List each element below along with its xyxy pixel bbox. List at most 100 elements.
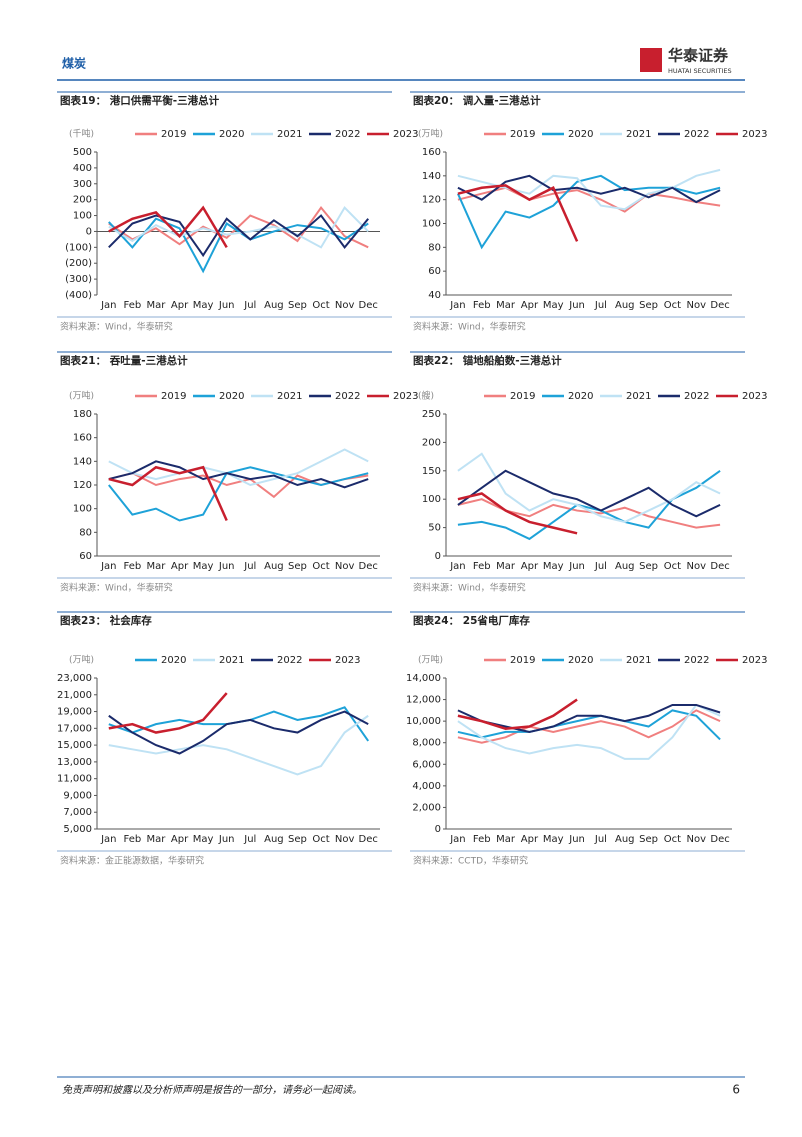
legend-label: 2019 — [161, 391, 186, 402]
x-tick-label: Mar — [496, 300, 516, 311]
series-line — [108, 692, 228, 734]
legend-label: 2022 — [684, 391, 709, 402]
x-tick-label: Jul — [594, 300, 607, 311]
legend-label: 2019 — [510, 391, 535, 402]
x-tick-label: Jan — [100, 300, 116, 311]
x-tick-label: May — [543, 561, 564, 572]
source: 资料来源：CCTD，华泰研究 — [413, 855, 528, 867]
x-tick-label: Apr — [521, 300, 539, 311]
chart-title: 图表22： 锚地船舶数-三港总计 — [413, 354, 562, 367]
x-tick-label: Jun — [568, 300, 585, 311]
legend-label: 2020 — [219, 391, 244, 402]
unit: (千吨) — [69, 128, 94, 140]
x-tick-label: Sep — [639, 300, 658, 311]
x-tick-label: Aug — [615, 834, 635, 845]
x-tick-label: Feb — [473, 300, 491, 311]
y-tick-label: 15,000 — [57, 740, 92, 751]
series-line — [108, 465, 228, 522]
series-line — [457, 703, 721, 733]
x-tick-label: Feb — [124, 561, 142, 572]
x-tick-label: Feb — [473, 561, 491, 572]
chart-title: 图表23： 社会库存 — [60, 614, 152, 627]
x-tick-label: Apr — [171, 300, 189, 311]
unit: (万吨) — [418, 654, 443, 666]
source: 资料来源：Wind，华泰研究 — [413, 321, 526, 333]
x-tick-label: Dec — [710, 300, 729, 311]
legend-label: 2023 — [393, 391, 418, 402]
y-tick-label: 0 — [86, 226, 92, 237]
legend-label: 2021 — [277, 391, 302, 402]
x-tick-label: Oct — [312, 561, 329, 572]
source: 资料来源：Wind，华泰研究 — [413, 582, 526, 594]
y-tick-label: 140 — [422, 171, 441, 182]
legend-label: 2022 — [684, 655, 709, 666]
x-tick-label: Feb — [124, 300, 142, 311]
x-tick-label: Apr — [521, 834, 539, 845]
series-line — [457, 492, 578, 535]
legend-label: 2023 — [742, 391, 767, 402]
y-tick-label: 9,000 — [63, 790, 92, 801]
legend-label: 2021 — [626, 391, 651, 402]
x-tick-label: Jun — [218, 834, 235, 845]
series-line — [457, 709, 721, 741]
unit: (艘) — [418, 390, 434, 402]
y-tick-label: 2,000 — [412, 802, 441, 813]
chart-title: 图表19： 港口供需平衡-三港总计 — [60, 94, 220, 107]
legend-label: 2022 — [277, 655, 302, 666]
series-line — [457, 709, 721, 744]
y-tick-label: 5,000 — [63, 824, 92, 835]
source: 资料来源：金正能源数据，华泰研究 — [60, 855, 204, 867]
y-tick-label: 14,000 — [406, 673, 441, 684]
y-tick-label: 21,000 — [57, 690, 92, 701]
x-tick-label: Jun — [568, 561, 585, 572]
x-tick-label: Jul — [243, 300, 256, 311]
x-tick-label: Nov — [335, 300, 355, 311]
x-tick-label: Oct — [664, 561, 681, 572]
series-line — [108, 460, 369, 489]
y-tick-label: 100 — [73, 504, 92, 515]
x-tick-label: Aug — [264, 834, 284, 845]
chart-title: 图表21： 吞吐量-三港总计 — [60, 354, 188, 367]
x-tick-label: Mar — [496, 834, 516, 845]
series-line — [108, 205, 228, 248]
x-tick-label: May — [193, 561, 214, 572]
y-tick-label: 10,000 — [406, 716, 441, 727]
x-tick-label: Dec — [359, 834, 378, 845]
series-line — [108, 466, 369, 522]
series-line — [457, 186, 721, 213]
y-tick-label: 120 — [73, 480, 92, 491]
y-tick-label: 160 — [422, 147, 441, 158]
x-tick-label: Jun — [218, 300, 235, 311]
x-tick-label: Jul — [243, 561, 256, 572]
y-tick-label: 17,000 — [57, 723, 92, 734]
series-line — [108, 706, 370, 742]
series-line — [108, 710, 369, 755]
series-line — [108, 448, 369, 487]
series-line — [457, 452, 721, 523]
x-tick-label: Jan — [449, 300, 465, 311]
legend-label: 2023 — [335, 655, 360, 666]
y-tick-label: 500 — [73, 147, 92, 158]
logo-cn: 华泰证券 — [668, 47, 729, 65]
y-tick-label: (200) — [65, 258, 92, 269]
y-tick-label: 8,000 — [412, 738, 441, 749]
x-tick-label: Nov — [335, 834, 355, 845]
y-tick-label: 100 — [422, 219, 441, 230]
chart-title: 图表20： 调入量-三港总计 — [413, 94, 541, 107]
section: 煤炭 — [62, 56, 86, 71]
x-tick-label: May — [543, 300, 564, 311]
series-line — [457, 184, 579, 242]
page-number: 6 — [732, 1083, 740, 1097]
legend-label: 2021 — [277, 129, 302, 140]
y-tick-label: 140 — [73, 456, 92, 467]
series-line — [108, 205, 369, 249]
x-tick-label: Jun — [218, 561, 235, 572]
legend-label: 2021 — [626, 129, 651, 140]
y-tick-label: 80 — [79, 527, 92, 538]
legend-label: 2023 — [393, 129, 418, 140]
x-tick-label: Sep — [288, 834, 307, 845]
x-tick-label: Nov — [686, 300, 706, 311]
y-tick-label: 4,000 — [412, 781, 441, 792]
